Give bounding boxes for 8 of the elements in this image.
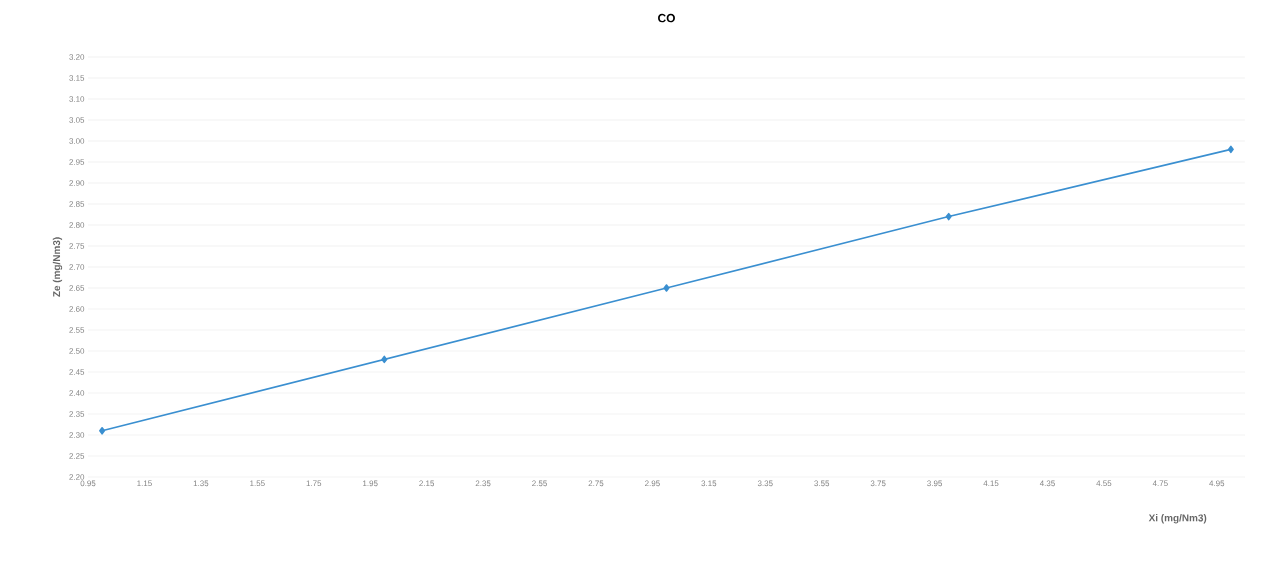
- point: [99, 427, 106, 435]
- y-axis-title: Ze (mg/Nm3): [52, 237, 63, 297]
- point: [945, 212, 952, 221]
- point: [663, 284, 670, 292]
- point: [381, 355, 388, 364]
- chart-title: CO: [658, 13, 675, 23]
- x-axis-title: Xi (mg/Nm3): [1148, 514, 1207, 524]
- point: [1227, 145, 1234, 154]
